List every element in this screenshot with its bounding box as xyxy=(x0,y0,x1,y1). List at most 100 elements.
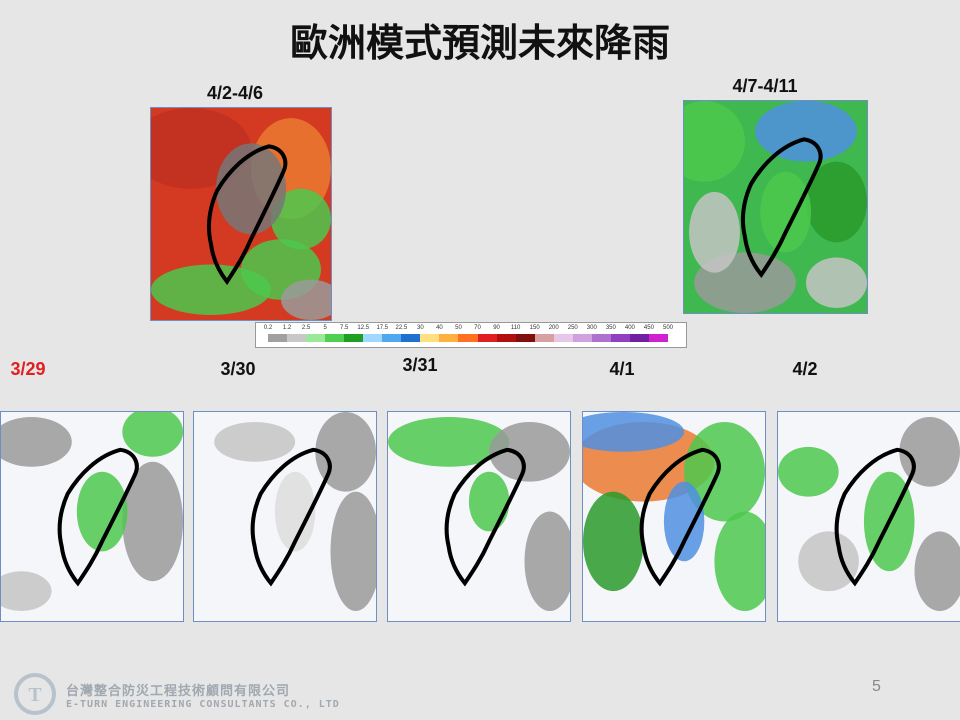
colorbar-swatch xyxy=(382,334,402,342)
rain-area xyxy=(714,511,765,612)
map xyxy=(583,412,765,612)
colorbar-label: 70 xyxy=(474,325,481,331)
svg-text:T: T xyxy=(28,684,42,706)
colorbar-swatch xyxy=(363,334,383,342)
map-panel xyxy=(777,411,960,622)
map xyxy=(684,101,867,313)
colorbar-label: 500 xyxy=(662,325,674,331)
colorbar-swatch xyxy=(648,334,668,342)
rain-area xyxy=(778,446,839,497)
rain-area xyxy=(281,279,331,320)
rain-area xyxy=(271,188,331,250)
colorbar-label: 40 xyxy=(436,325,443,331)
map xyxy=(388,416,570,612)
colorbar-label: 300 xyxy=(586,325,597,331)
rain-area xyxy=(760,171,812,253)
map xyxy=(151,108,331,320)
colorbar-label: 2.5 xyxy=(301,325,311,331)
colorbar-swatch xyxy=(268,334,288,342)
map-panel xyxy=(150,107,332,321)
taiwan-outline xyxy=(639,447,721,587)
rain-area xyxy=(214,421,296,462)
panel-label: 4/7-4/11 xyxy=(732,76,798,96)
logo: T xyxy=(14,673,56,715)
colorbar-swatch xyxy=(325,334,345,342)
rain-area xyxy=(1,416,72,467)
colorbar-label: 200 xyxy=(548,325,559,331)
rain-area xyxy=(524,511,570,612)
rain-area xyxy=(274,471,316,552)
rain-area xyxy=(689,191,740,273)
panel-label: 3/30 xyxy=(220,359,256,379)
taiwan-outline xyxy=(207,144,288,286)
colorbar-swatch xyxy=(344,334,364,342)
colorbar-swatch xyxy=(610,334,630,342)
colorbar-swatch xyxy=(534,334,554,342)
colorbar-swatch xyxy=(306,334,326,342)
colorbar-label: 22.5 xyxy=(395,325,408,331)
rain-area xyxy=(583,412,685,452)
colorbar-label: 30 xyxy=(417,325,424,331)
panel-label: 4/2 xyxy=(792,359,818,379)
map xyxy=(1,412,183,612)
colorbar-label: 350 xyxy=(605,325,616,331)
colorbar-swatch xyxy=(439,334,459,342)
panel-label: 4/2-4/6 xyxy=(206,83,264,103)
colorbar-swatch xyxy=(401,334,421,342)
rain-area xyxy=(76,471,128,552)
rain-area xyxy=(1,571,52,612)
rain-area xyxy=(330,491,376,612)
colorbar-label: 5 xyxy=(323,325,327,331)
map xyxy=(214,412,376,612)
taiwan-outline xyxy=(740,137,823,279)
page-number: 5 xyxy=(872,678,881,695)
rain-area xyxy=(663,481,705,562)
rain-area xyxy=(806,161,867,243)
colorbar-label: 400 xyxy=(624,325,635,331)
colorbar-swatch xyxy=(591,334,611,342)
colorbar-label: 0.2 xyxy=(263,325,273,331)
colorbar-label: 1.2 xyxy=(282,325,292,331)
map-panel xyxy=(683,100,868,314)
taiwan-outline xyxy=(444,447,526,587)
colorbar-swatch xyxy=(553,334,573,342)
panel-label: 4/1 xyxy=(609,359,635,379)
taiwan-outline xyxy=(834,447,916,587)
colorbar-label: 90 xyxy=(493,325,500,331)
rain-area xyxy=(583,491,644,592)
colorbar-label: 250 xyxy=(567,325,578,331)
colorbar-label: 110 xyxy=(510,325,521,331)
colorbar-label: 7.5 xyxy=(340,325,349,331)
taiwan-outline xyxy=(57,447,139,587)
colorbar-swatch xyxy=(477,334,497,342)
colorbar-swatch xyxy=(458,334,478,342)
map xyxy=(778,416,960,612)
rain-area xyxy=(684,101,745,182)
rain-area xyxy=(122,412,183,457)
colorbar-swatch xyxy=(496,334,516,342)
company-name: 台灣整合防災工程技術顧問有限公司 xyxy=(66,683,291,698)
colorbar-swatch xyxy=(287,334,307,342)
colorbar-swatch xyxy=(629,334,649,342)
panel-label: 3/31 xyxy=(402,355,438,375)
colorbar-swatch xyxy=(572,334,592,342)
rain-area xyxy=(468,471,510,532)
rain-area xyxy=(151,264,271,315)
rain-area xyxy=(755,101,857,162)
colorbar-label: 12.5 xyxy=(357,325,370,331)
map-panel xyxy=(193,411,377,622)
map-panel xyxy=(582,411,766,622)
rain-area xyxy=(914,531,960,612)
colorbar-label: 150 xyxy=(529,325,540,331)
map-panel xyxy=(0,411,184,622)
rain-area xyxy=(122,461,183,582)
rain-area xyxy=(388,416,510,467)
colorbar-swatch xyxy=(420,334,440,342)
map-panel xyxy=(387,411,571,622)
colorbar: 0.2 1.2 2.5 5 7.5 12.5 17.5 22.5 30 40 50 70 90 110 15… xyxy=(255,322,687,348)
rain-area xyxy=(899,416,960,487)
colorbar-swatch xyxy=(515,334,535,342)
colorbar-label: 50 xyxy=(455,325,462,331)
colorbar-label: 450 xyxy=(643,325,654,331)
